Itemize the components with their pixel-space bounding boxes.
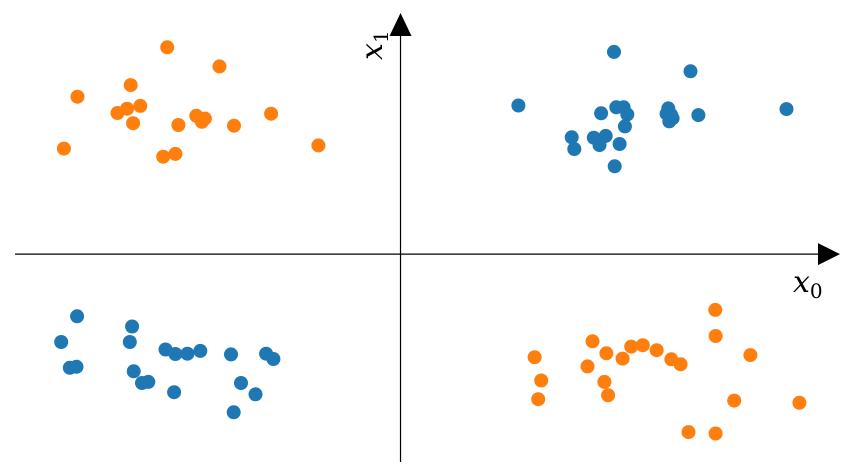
blue-point (691, 108, 706, 123)
orange-point (601, 388, 616, 403)
orange-point (727, 393, 742, 408)
blue-point (224, 347, 238, 362)
orange-point (599, 346, 614, 361)
orange-point (168, 146, 183, 161)
blue-point (141, 374, 156, 389)
blue-point (167, 385, 182, 400)
orange-point (580, 359, 595, 374)
blue-point (594, 106, 609, 121)
blue-point (180, 346, 195, 361)
y-axis-label: x1 (355, 30, 393, 60)
orange-point (615, 351, 630, 366)
orange-point (635, 338, 650, 353)
orange-point (534, 373, 549, 388)
orange-point (123, 78, 138, 93)
orange-point (681, 425, 696, 440)
blue-point (607, 159, 622, 174)
orange-point (227, 118, 241, 133)
orange-point (156, 149, 171, 164)
blue-point (193, 343, 208, 358)
orange-point (311, 138, 326, 153)
orange-point (133, 98, 148, 113)
orange-point (708, 426, 723, 441)
x-axis-arrow (818, 243, 840, 266)
orange-point (194, 114, 209, 129)
orange-point (70, 89, 85, 104)
blue-point (266, 352, 281, 366)
orange-point (597, 374, 612, 389)
blue-point (122, 335, 137, 349)
blue-point (779, 102, 794, 117)
orange-point (792, 395, 807, 410)
orange-point (264, 106, 279, 121)
blue-point (617, 119, 632, 134)
blue-point (248, 387, 263, 402)
blue-point (125, 319, 140, 334)
orange-point (56, 141, 71, 156)
blue-point (607, 44, 621, 59)
orange-point (110, 106, 125, 120)
blue-point (567, 142, 582, 156)
orange-point (673, 357, 688, 372)
blue-point (612, 137, 627, 151)
blue-point (620, 107, 635, 122)
orange-point (126, 116, 141, 131)
blue-point (226, 405, 241, 420)
blue-point (662, 114, 677, 129)
orange-point (743, 348, 758, 363)
blue-point (683, 64, 698, 79)
blue-point (54, 335, 69, 349)
orange-point (624, 339, 639, 354)
blue-point (234, 376, 248, 390)
orange-point (708, 329, 723, 343)
blue-point (168, 347, 183, 361)
blue-point (69, 359, 84, 374)
orange-point (649, 343, 664, 358)
blue-point (511, 98, 526, 113)
orange-point (171, 118, 186, 132)
blue-point (126, 364, 141, 379)
y-axis-arrow (389, 13, 412, 36)
orange-point (212, 59, 227, 74)
orange-point (160, 40, 175, 55)
blue-point (564, 130, 579, 145)
axes (15, 13, 840, 462)
blue-point (592, 138, 607, 153)
orange-point (531, 392, 546, 407)
orange-point (708, 302, 723, 317)
orange-point (585, 334, 600, 349)
x-axis-label: x0 (793, 265, 823, 303)
orange-point (527, 350, 542, 365)
scatter-points (54, 40, 807, 441)
blue-point (70, 309, 85, 324)
